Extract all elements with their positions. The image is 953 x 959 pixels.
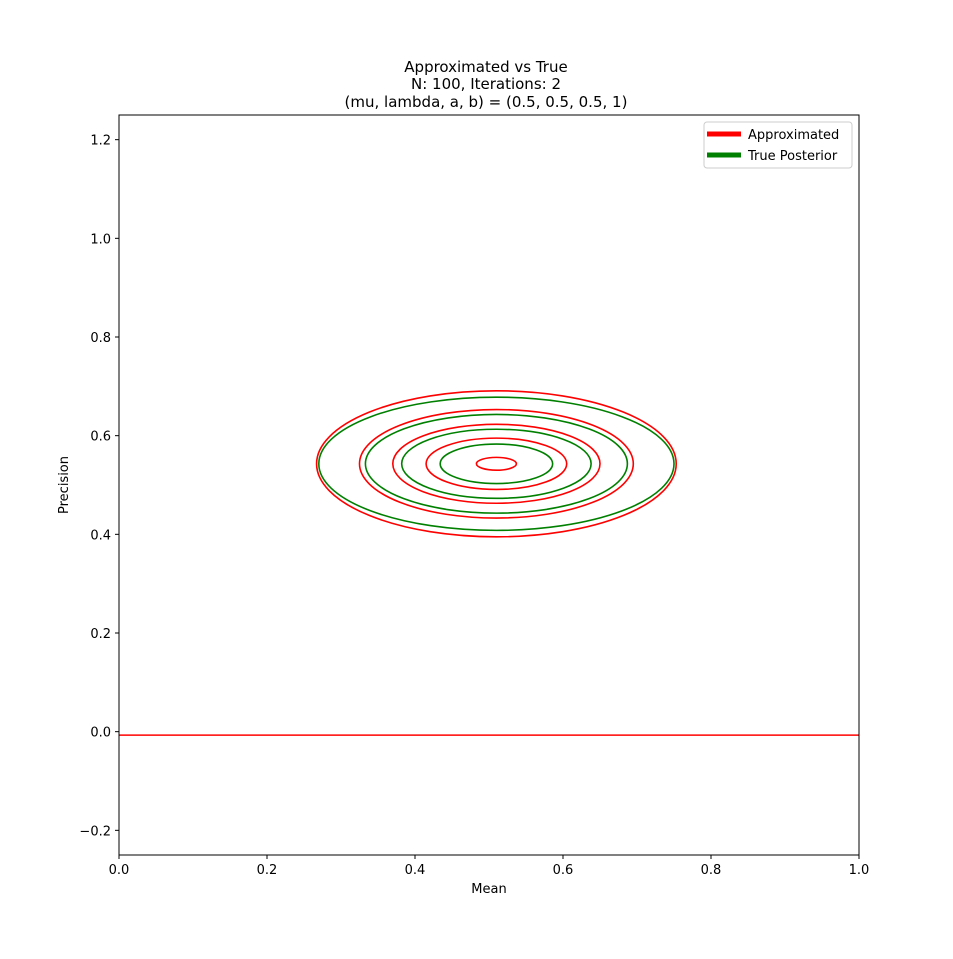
y-axis-label: Precision (57, 456, 72, 514)
true-posterior-contour-0 (439, 443, 554, 485)
y-tick-label: 0.6 (90, 430, 111, 445)
y-ticks: −0.2 0.0 0.2 0.4 0.6 0.8 1.0 1.2 (79, 134, 119, 839)
x-tick-label: 0.0 (109, 863, 130, 878)
y-tick-label: 0.2 (90, 627, 111, 642)
approximated-contour-4 (315, 389, 678, 538)
y-tick-label: −0.2 (79, 824, 111, 839)
chart-title-line-3: (mu, lambda, a, b) = (0.5, 0.5, 0.5, 1) (344, 93, 628, 111)
x-axis-label: Mean (471, 882, 506, 897)
y-tick-label: 0.0 (90, 726, 111, 741)
x-ticks: 0.0 0.2 0.4 0.6 0.8 1.0 (109, 855, 870, 878)
x-tick-label: 0.4 (405, 863, 426, 878)
approximated-contour-1 (425, 437, 568, 491)
x-tick-label: 1.0 (849, 863, 870, 878)
approximated-contour-3 (358, 408, 635, 519)
contours-layer (119, 389, 859, 736)
true-posterior-contour-2 (364, 413, 629, 514)
x-tick-label: 0.6 (553, 863, 574, 878)
legend-label-approximated: Approximated (748, 128, 839, 143)
true-posterior-contour-3 (317, 396, 675, 532)
legend: Approximated True Posterior (703, 121, 853, 169)
approximated-contour-0 (475, 456, 518, 471)
chart-title-line-1: Approximated vs True (404, 58, 568, 76)
legend-label-true-posterior: True Posterior (747, 149, 838, 164)
y-tick-label: 0.8 (90, 331, 111, 346)
y-tick-label: 0.4 (90, 528, 111, 543)
x-tick-label: 0.8 (701, 863, 722, 878)
approximated-contour-2 (391, 423, 601, 505)
axes-frame (118, 114, 860, 856)
y-tick-label: 1.0 (90, 232, 111, 247)
x-tick-label: 0.2 (257, 863, 278, 878)
chart-title-line-2: N: 100, Iterations: 2 (410, 75, 561, 93)
true-posterior-contour-1 (400, 428, 592, 500)
y-tick-label: 1.2 (90, 134, 111, 149)
